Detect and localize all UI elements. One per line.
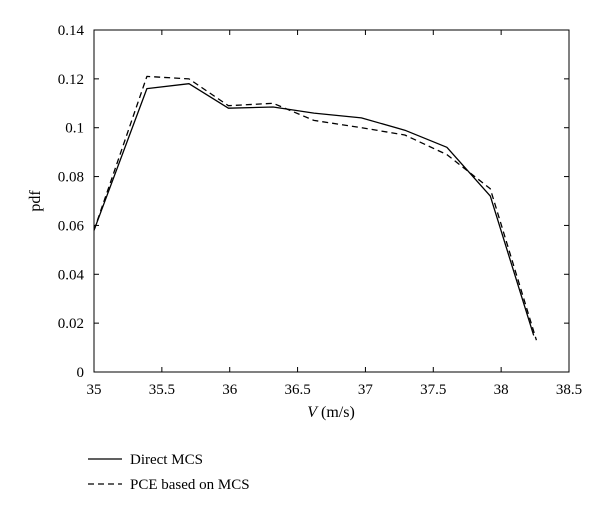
y-tick-label: 0 xyxy=(77,365,85,381)
legend: Direct MCS PCE based on MCS xyxy=(88,452,250,493)
x-tick-label: 36 xyxy=(222,382,238,398)
y-tick-label: 0.14 xyxy=(58,23,85,39)
y-tick-label: 0.1 xyxy=(65,121,84,137)
y-axis-title: pdf xyxy=(27,190,44,212)
x-tick-label: 37.5 xyxy=(420,382,446,398)
y-tick-label: 0.08 xyxy=(58,170,84,186)
x-tick-label: 35 xyxy=(87,382,102,398)
x-tick-label: 38 xyxy=(494,382,509,398)
x-tick-label: 37 xyxy=(358,382,374,398)
y-tick-label: 0.06 xyxy=(58,218,85,234)
x-tick-label: 36.5 xyxy=(284,382,310,398)
legend-label-pce-mcs: PCE based on MCS xyxy=(130,477,250,493)
x-axis-title: V (m/s) xyxy=(307,404,355,421)
series-lines xyxy=(93,75,538,341)
x-axis-unit: (m/s) xyxy=(317,404,355,421)
x-tick-label: 35.5 xyxy=(149,382,175,398)
series-direct-mcs-line xyxy=(93,83,535,336)
y-tick-label: 0.04 xyxy=(58,267,85,283)
plot-area-frame xyxy=(93,29,570,373)
legend-label-direct-mcs: Direct MCS xyxy=(130,452,203,468)
axis-ticks: 35 35.5 36 36.5 37 37.5 38 38.5 0 0.02 0.04 0.06 0.0… xyxy=(58,23,582,398)
y-tick-label: 0.02 xyxy=(58,316,84,332)
series-pce-mcs-line xyxy=(93,75,538,341)
x-axis-variable: V xyxy=(307,404,319,421)
x-tick-label: 38.5 xyxy=(556,382,582,398)
y-tick-label: 0.12 xyxy=(58,72,84,88)
